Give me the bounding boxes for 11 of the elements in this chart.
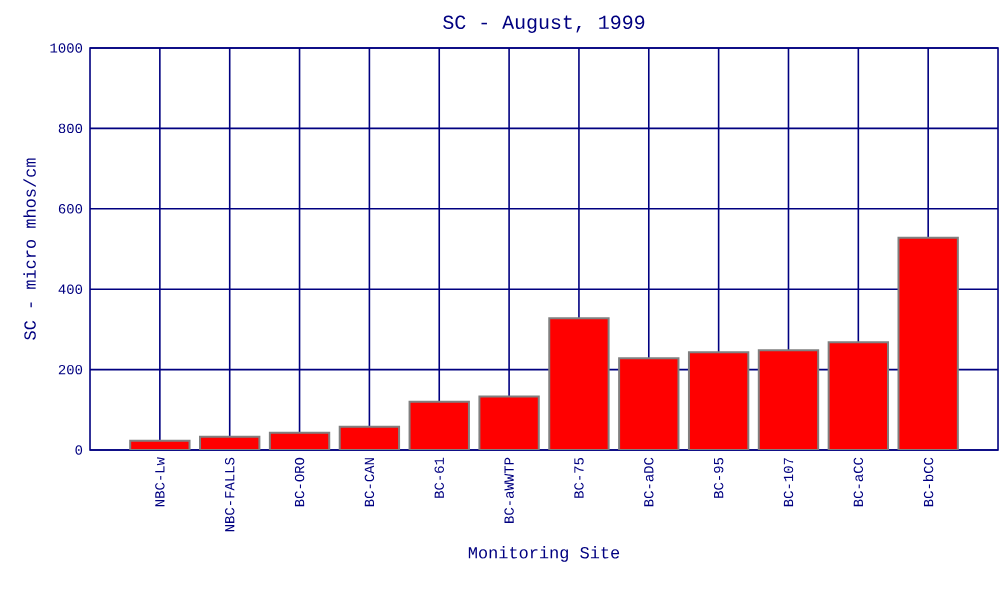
bar: [688, 352, 749, 450]
bar: [409, 401, 469, 450]
bar: [828, 342, 889, 450]
bar: [549, 318, 609, 450]
bar: [619, 358, 679, 450]
chart-title: SC - August, 1999: [443, 15, 645, 33]
bar: [897, 236, 959, 450]
bar: [758, 350, 819, 450]
x-axis-title: Monitoring Site: [468, 546, 620, 562]
bar: [479, 396, 539, 450]
y-axis-title: SC - micro mhos/cm: [23, 158, 36, 340]
